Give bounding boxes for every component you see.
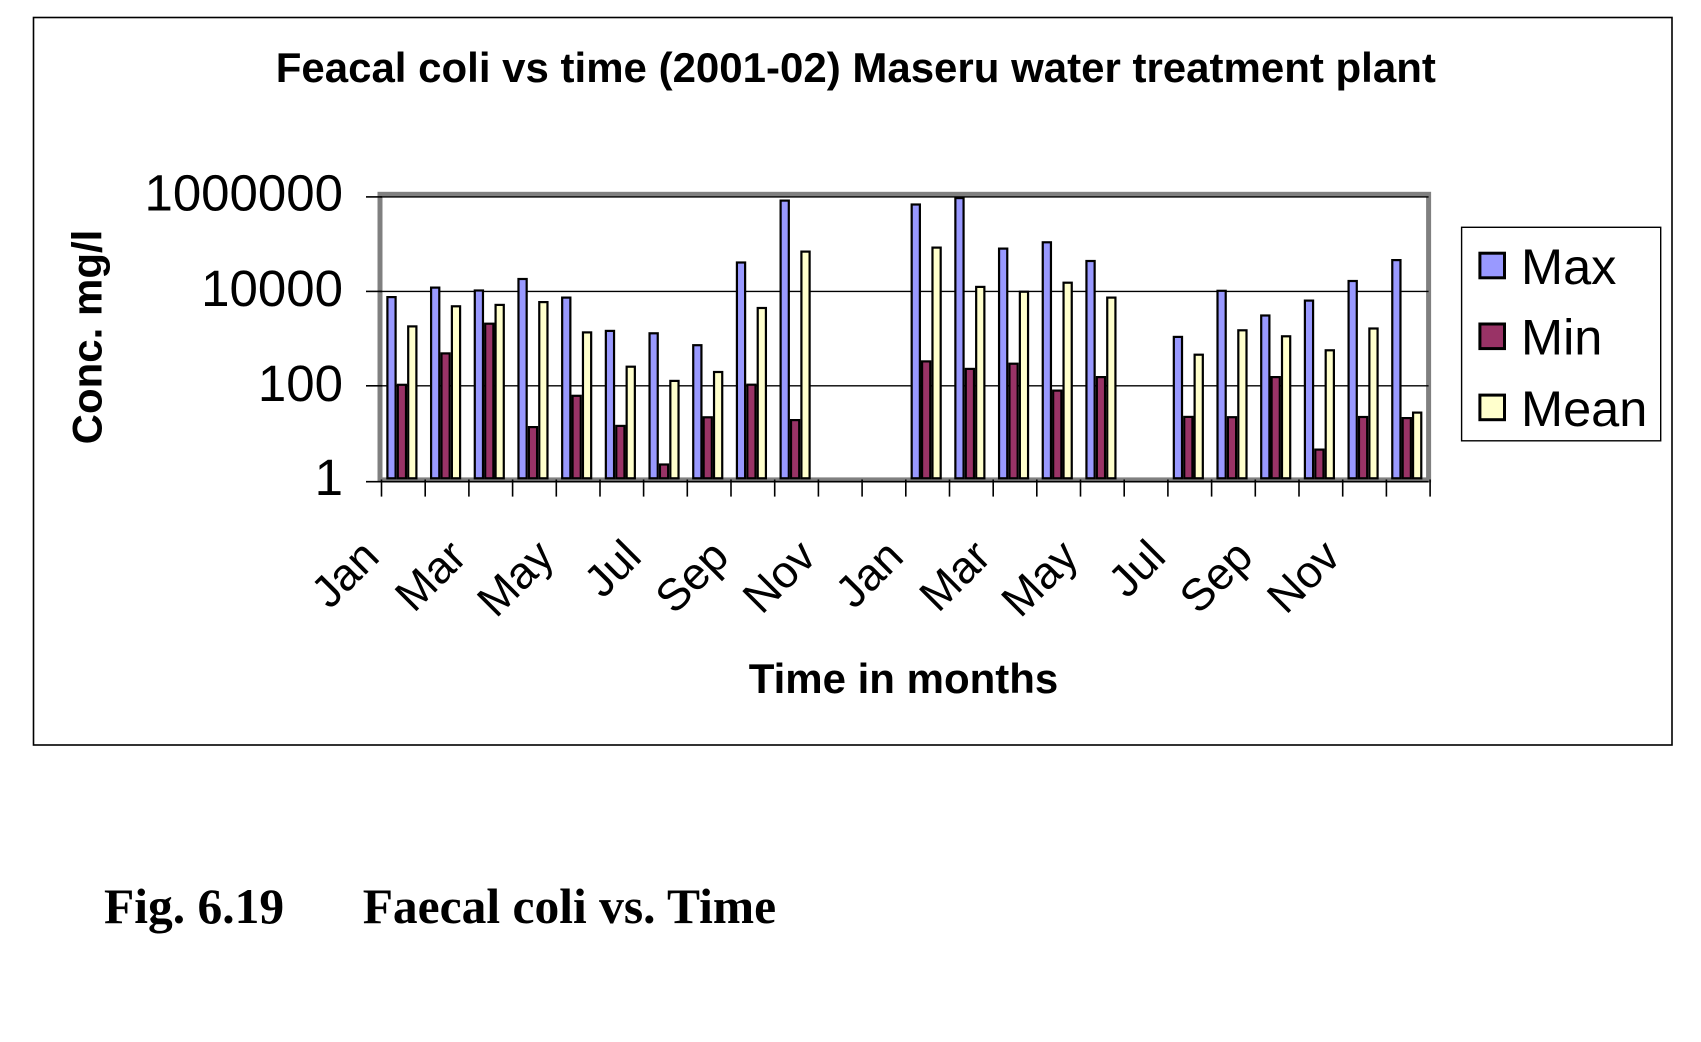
svg-text:Conc. mg/l: Conc. mg/l [64,230,111,445]
svg-text:Feacal coli vs time (2001-02): Feacal coli vs time (2001-02) Maseru wat… [276,44,1436,91]
svg-text:Min: Min [1521,309,1602,366]
svg-text:Mean: Mean [1521,380,1647,437]
svg-text:100: 100 [258,355,343,412]
svg-text:Time in months: Time in months [749,655,1059,702]
svg-text:Faecal coli vs. Time: Faecal coli vs. Time [363,879,776,934]
svg-text:1: 1 [315,449,343,506]
svg-text:10000: 10000 [201,260,343,317]
svg-text:Fig. 6.19: Fig. 6.19 [104,879,284,934]
svg-text:Max: Max [1521,238,1616,295]
svg-text:1000000: 1000000 [144,165,343,222]
